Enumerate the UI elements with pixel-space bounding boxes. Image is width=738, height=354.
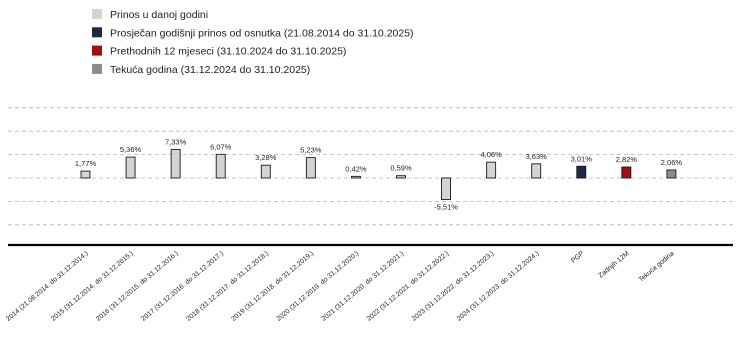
legend-swatch-0 bbox=[92, 9, 102, 19]
data-label-12: 2,82% bbox=[616, 155, 638, 164]
bar-6 bbox=[350, 175, 361, 179]
data-label-2: 7,33% bbox=[165, 137, 187, 146]
bar-12 bbox=[621, 166, 632, 179]
data-label-1: 5,36% bbox=[120, 145, 142, 154]
data-label-10: 3,63% bbox=[526, 152, 548, 161]
x-tick-label-1: 2015 (31.12.2014. do 31.12.2015.) bbox=[50, 250, 135, 323]
data-label-6: 0,42% bbox=[345, 164, 367, 173]
bar-2 bbox=[170, 148, 181, 179]
x-tick-label-0: 2014 (21.08.2014. do 31.12.2014.) bbox=[5, 250, 90, 323]
data-label-7: 0,59% bbox=[390, 164, 412, 173]
bar-9 bbox=[486, 161, 497, 179]
data-label-13: 2,06% bbox=[661, 158, 683, 167]
bar-13 bbox=[666, 169, 677, 179]
legend-label-2: Prethodnih 12 mjeseci (31.10.2024 do 31.… bbox=[110, 46, 346, 58]
bar-7 bbox=[396, 175, 406, 179]
bar-10 bbox=[531, 163, 542, 179]
chart-bars bbox=[80, 148, 677, 200]
legend-label-3: Tekuća godina (31.12.2024 do 31.10.2025) bbox=[110, 64, 310, 76]
bar-8 bbox=[441, 177, 452, 200]
x-tick-label-12: Zadnjih 12M bbox=[597, 250, 630, 280]
bar-1 bbox=[125, 156, 136, 179]
x-tick-label-10: 2024 (31.12.2023. do 31.12.2024.) bbox=[456, 250, 541, 323]
bar-11 bbox=[576, 165, 587, 179]
x-tick-label-6: 2020 (31.12.2019. do 31.12.2020.) bbox=[276, 250, 361, 323]
x-tick-label-3: 2017 (31.12.2016. do 31.12.2017.) bbox=[140, 250, 225, 323]
x-tick-label-9: 2023 (31.12.2022. do 31.12.2023.) bbox=[411, 250, 496, 323]
data-label-11: 3,01% bbox=[571, 154, 593, 163]
legend-swatch-1 bbox=[92, 27, 102, 38]
data-label-8: -5,51% bbox=[434, 202, 458, 211]
x-tick-label-11: PGP bbox=[570, 250, 586, 265]
x-tick-label-2: 2016 (31.12.2015. do 31.12.2016.) bbox=[95, 250, 180, 323]
x-tick-label-8: 2022 (31.12.2021. do 31.12.2022.) bbox=[366, 250, 451, 323]
chart-gridlines bbox=[8, 107, 733, 226]
data-label-9: 4,06% bbox=[480, 150, 502, 159]
chart-data-labels: 1,77% 5,36% 7,33% 6,07% 3,28% 5,23% 0,42% 0,59%… bbox=[75, 137, 683, 211]
data-label-5: 5,23% bbox=[300, 146, 322, 155]
x-tick-label-7: 2021 (31.12.2020. do 31.12.2021.) bbox=[321, 250, 406, 323]
data-label-3: 6,07% bbox=[210, 142, 232, 151]
data-label-4: 3,28% bbox=[255, 153, 277, 162]
legend-swatch-2 bbox=[92, 45, 102, 56]
legend-label-1: Prosječan godišnji prinos od osnutka (21… bbox=[110, 27, 414, 39]
bar-3 bbox=[215, 153, 226, 179]
bar-5 bbox=[305, 157, 316, 179]
chart-legend: Prinos u danoj godini Prosječan godišnji … bbox=[92, 9, 414, 76]
x-tick-label-4: 2018 (31.12.2017. do 31.12.2018.) bbox=[185, 250, 270, 323]
x-tick-label-5: 2019 (31.12.2018. do 31.12.2019.) bbox=[230, 250, 315, 323]
chart-tick-labels: 2014 (21.08.2014. do 31.12.2014.)2015 (3… bbox=[5, 250, 676, 323]
legend-label-0: Prinos u danoj godini bbox=[110, 9, 208, 21]
x-tick-label-13: Tekuća godina bbox=[638, 250, 676, 284]
bar-0 bbox=[80, 170, 91, 179]
data-label-0: 1,77% bbox=[75, 159, 97, 168]
bar-4 bbox=[260, 164, 271, 179]
legend-swatch-3 bbox=[92, 63, 102, 74]
